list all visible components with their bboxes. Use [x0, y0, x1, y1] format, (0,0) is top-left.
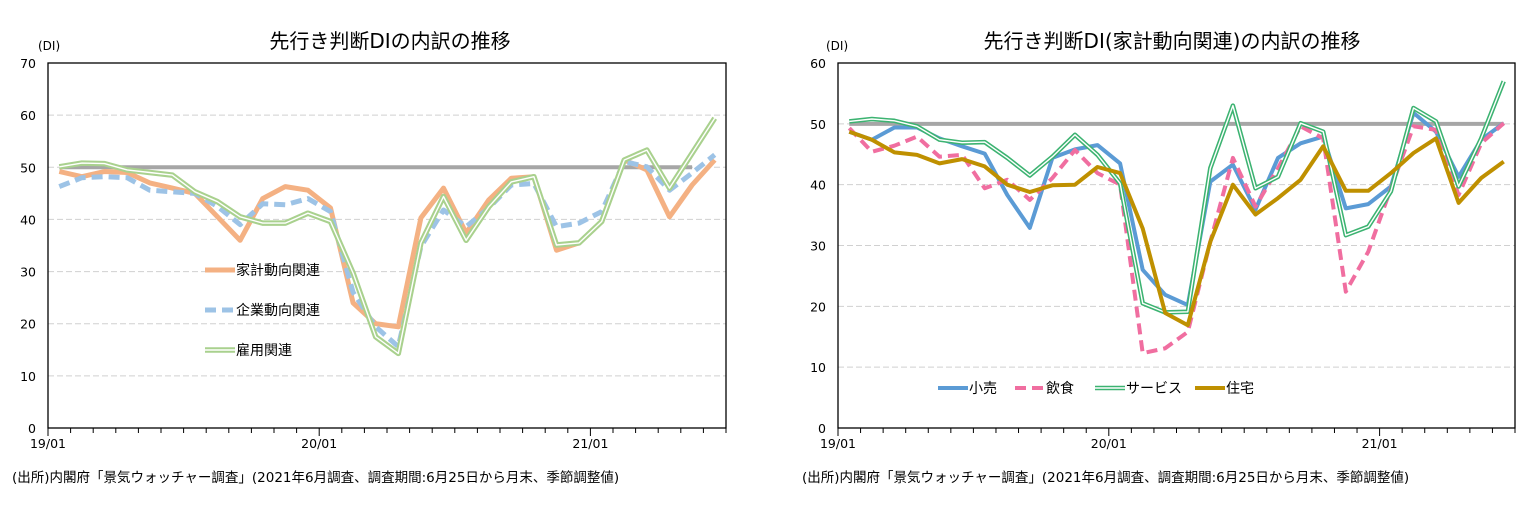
chart-title: 先行き判断DI(家計動向関連)の内訳の推移: [984, 29, 1361, 53]
legend-label: 住宅: [1226, 381, 1254, 397]
y-tick-label: 30: [20, 265, 36, 280]
legend-label: サービス: [1126, 381, 1182, 397]
series-line-企業動向関連: [58, 152, 717, 350]
plot-area-border: [47, 62, 727, 429]
x-tick-label: 20/01: [1091, 436, 1127, 451]
x-tick-label: 20/01: [301, 436, 337, 451]
series-line-inner: [59, 117, 716, 355]
x-tick-label: 19/01: [820, 436, 856, 451]
series-line-inner: [849, 81, 1505, 314]
y-tick-label: 60: [20, 108, 36, 123]
y-axis-unit-label: (DI): [38, 39, 60, 53]
y-tick-label: 60: [810, 56, 826, 71]
x-tick-label: 21/01: [572, 436, 608, 451]
y-tick-label: 0: [28, 421, 36, 436]
chart-1: 先行き判断DIの内訳の推移 (DI) 0 10 20 30 40 50 60 70 19/01 20/…: [20, 29, 727, 451]
chart-2: 先行き判断DI(家計動向関連)の内訳の推移 (DI) 0 10 20 30 40 50 60 19…: [810, 29, 1516, 451]
y-tick-label: 20: [20, 317, 36, 332]
series-line-サービス: [849, 80, 1506, 315]
y-tick-label: 10: [810, 360, 826, 375]
chart-title: 先行き判断DIの内訳の推移: [269, 29, 510, 53]
y-tick-label: 40: [20, 212, 36, 227]
series-line-飲食: [847, 121, 1506, 356]
legend-label: 企業動向関連: [236, 302, 320, 319]
series-line-住宅: [848, 129, 1505, 328]
y-tick-label: 70: [20, 56, 36, 71]
y-tick-label: 50: [810, 117, 826, 132]
x-tick-label: 21/01: [1362, 436, 1398, 451]
source-note-right: (出所)内閣府「景気ウォッチャー調査」(2021年6月調査、調査期間:6月25日…: [802, 470, 1410, 486]
legend-label: 小売: [969, 381, 997, 397]
y-tick-label: 20: [810, 299, 826, 314]
y-axis-unit-label: (DI): [826, 39, 848, 53]
y-tick-label: 40: [810, 178, 826, 193]
legend-label: 家計動向関連: [236, 262, 320, 279]
legend-label: 雇用関連: [236, 342, 292, 359]
x-tick-label: 19/01: [30, 436, 66, 451]
y-tick-label: 10: [20, 369, 36, 384]
legend-label: 飲食: [1046, 380, 1074, 397]
y-tick-label: 50: [20, 160, 36, 175]
y-tick-label: 0: [818, 421, 826, 436]
source-note-left: (出所)内閣府「景気ウォッチャー調査」(2021年6月調査、調査期間:6月25日…: [12, 470, 620, 486]
series-line-雇用関連: [58, 116, 718, 357]
y-tick-label: 30: [810, 239, 826, 254]
